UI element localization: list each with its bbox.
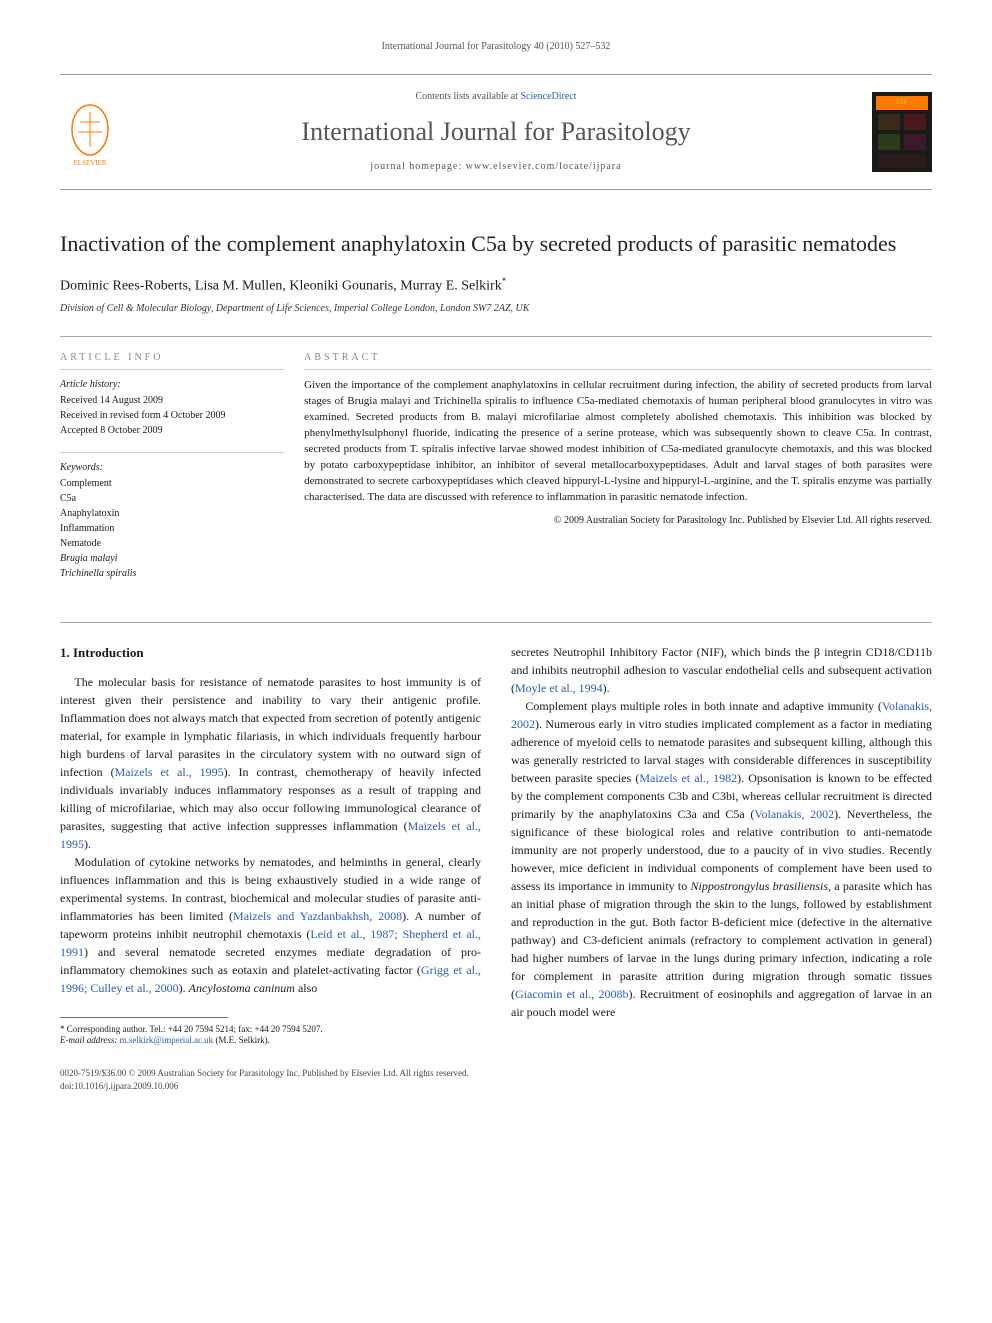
keyword-item: C5a [60,492,284,506]
sciencedirect-link[interactable]: ScienceDirect [520,91,576,102]
body-text: , a parasite which has an initial phase … [511,879,932,1001]
authors-line: Dominic Rees-Roberts, Lisa M. Mullen, Kl… [60,275,932,296]
citation-link[interactable]: Giacomin et al., 2008b [515,987,629,1001]
abstract-block: ABSTRACT Given the importance of the com… [304,351,932,582]
keywords-label: Keywords: [60,452,284,475]
keyword-item: Anaphylatoxin [60,507,284,521]
body-paragraph: secretes Neutrophil Inhibitory Factor (N… [511,643,932,697]
email-label: E-mail address: [60,1035,117,1045]
keyword-item: Inflammation [60,522,284,536]
journal-homepage: journal homepage: www.elsevier.com/locat… [120,160,872,174]
corresponding-text: * Corresponding author. Tel.: +44 20 759… [60,1024,481,1036]
body-paragraph: Modulation of cytokine networks by nemat… [60,853,481,997]
contents-prefix: Contents lists available at [415,91,520,102]
page-footer: 0020-7519/$36.00 © 2009 Australian Socie… [60,1067,932,1092]
body-paragraph: Complement plays multiple roles in both … [511,697,932,1021]
body-text: ). [179,981,189,995]
body-column-left: 1. Introduction The molecular basis for … [60,643,481,1047]
citation-link[interactable]: Maizels et al., 1982 [639,771,737,785]
homepage-url: www.elsevier.com/locate/ijpara [466,161,622,172]
citation-link[interactable]: Maizels et al., 1995 [115,765,224,779]
citation-link[interactable]: Moyle et al., 1994 [515,681,603,695]
homepage-prefix: journal homepage: [370,161,465,172]
corresponding-marker: * [502,276,507,286]
body-text: Complement plays multiple roles in both … [525,699,882,713]
affiliation: Division of Cell & Molecular Biology, De… [60,302,932,316]
body-columns: 1. Introduction The molecular basis for … [60,622,932,1047]
footer-copyright: 0020-7519/$36.00 © 2009 Australian Socie… [60,1067,932,1080]
body-text: ). [84,837,91,851]
history-label: Article history: [60,378,284,392]
keyword-item: Nematode [60,537,284,551]
body-text: also [295,981,317,995]
journal-cover-thumb: IJP [872,92,932,172]
running-header: International Journal for Parasitology 4… [60,40,932,54]
email-suffix: (M.E. Selkirk). [215,1035,270,1045]
svg-text:IJP: IJP [896,97,908,106]
species-name: Nippostrongylus brasiliensis [691,879,829,893]
journal-banner: ELSEVIER Contents lists available at Sci… [60,74,932,190]
doi-label: doi: [60,1081,74,1091]
doi-value: 10.1016/j.ijpara.2009.10.006 [74,1081,178,1091]
email-link[interactable]: m.selkirk@imperial.ac.uk [120,1035,214,1045]
journal-center: Contents lists available at ScienceDirec… [120,90,872,174]
keyword-item: Brugia malayi [60,552,284,566]
article-info-block: ARTICLE INFO Article history: Received 1… [60,336,932,582]
body-paragraph: The molecular basis for resistance of ne… [60,673,481,853]
journal-name: International Journal for Parasitology [120,114,872,150]
history-item: Received in revised form 4 October 2009 [60,409,284,423]
body-column-right: secretes Neutrophil Inhibitory Factor (N… [511,643,932,1047]
footnote-separator [60,1017,228,1018]
citation-link[interactable]: Maizels and Yazdanbakhsh, 2008 [233,909,402,923]
article-info-heading: ARTICLE INFO [60,351,284,370]
citation-link[interactable]: Volanakis, 2002 [754,807,834,821]
article-title: Inactivation of the complement anaphylat… [60,230,932,259]
svg-text:ELSEVIER: ELSEVIER [73,159,106,167]
history-item: Received 14 August 2009 [60,394,284,408]
history-item: Accepted 8 October 2009 [60,424,284,438]
body-text: The molecular basis for resistance of ne… [60,675,481,779]
corresponding-footnote: * Corresponding author. Tel.: +44 20 759… [60,1024,481,1047]
elsevier-logo: ELSEVIER [60,97,120,167]
abstract-copyright: © 2009 Australian Society for Parasitolo… [304,514,932,528]
section-heading: 1. Introduction [60,643,481,663]
body-text: ) and several nematode secreted enzymes … [60,945,481,977]
authors-names: Dominic Rees-Roberts, Lisa M. Mullen, Kl… [60,279,502,294]
article-info-left: ARTICLE INFO Article history: Received 1… [60,351,304,582]
keyword-item: Complement [60,477,284,491]
keyword-item: Trichinella spiralis [60,567,284,581]
contents-available: Contents lists available at ScienceDirec… [120,90,872,104]
species-name: Ancylostoma caninum [189,981,295,995]
body-text: ). [603,681,610,695]
abstract-heading: ABSTRACT [304,351,932,370]
abstract-text: Given the importance of the complement a… [304,378,932,506]
